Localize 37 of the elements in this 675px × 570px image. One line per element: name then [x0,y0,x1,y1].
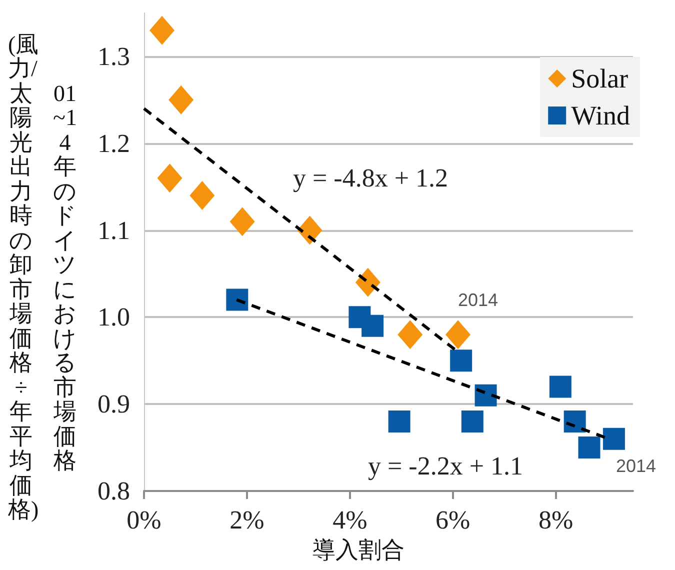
point [190,181,215,210]
annotation: 2014 [458,290,498,310]
x-axis-title: 導入割合 [312,536,404,562]
y-tick-label: 1.3 [98,42,130,71]
x-tick-label: 2% [230,506,264,534]
point [150,16,175,45]
point [226,288,248,311]
point [445,320,470,350]
annotation: y = -2.2x + 1.1 [368,452,523,480]
legend-label: Wind [571,100,630,130]
y-tick-label: 0.8 [98,476,130,506]
point [168,85,194,114]
point [564,410,586,432]
y-tick-label: 1.1 [98,216,130,245]
y-tick-label: 1.2 [98,128,130,158]
legend-label: Solar [571,64,628,94]
x-tick-label: 8% [538,506,574,534]
x-tick-label: 6% [436,506,470,534]
y-tick-label: 0.9 [98,390,130,419]
point [362,314,384,337]
x-tick-label: 0% [126,506,162,534]
annotation: y = -4.8x + 1.2 [293,164,448,192]
text: 01~14年のドイツにおける市場価格 (風力/太陽光出力時の卸市場価格÷年平均価格) [8,32,77,522]
point [461,410,484,432]
point [388,410,410,432]
y-tick-label: 1.0 [98,302,130,332]
point [398,320,423,350]
point [297,216,322,245]
point [230,207,255,236]
point [602,428,625,450]
point [355,268,380,297]
point [578,436,600,459]
annotation: 2014 [616,456,656,476]
point [549,376,572,398]
point [450,350,472,372]
x-tick-label: 4% [332,506,368,534]
point [157,164,182,193]
